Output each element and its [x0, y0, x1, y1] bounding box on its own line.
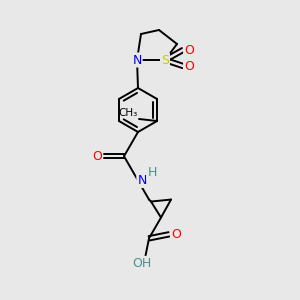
- Text: CH₃: CH₃: [119, 108, 138, 118]
- Text: O: O: [184, 44, 194, 56]
- Text: H: H: [147, 166, 157, 179]
- Text: N: N: [132, 53, 142, 67]
- Text: O: O: [184, 59, 194, 73]
- Text: N: N: [137, 174, 147, 187]
- Text: O: O: [171, 228, 181, 241]
- Text: S: S: [161, 53, 169, 67]
- Text: OH: OH: [132, 257, 152, 270]
- Text: O: O: [92, 150, 102, 163]
